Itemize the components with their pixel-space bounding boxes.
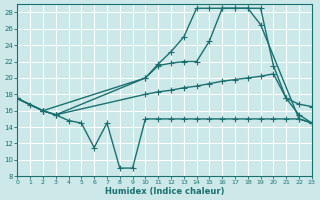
X-axis label: Humidex (Indice chaleur): Humidex (Indice chaleur) — [105, 187, 224, 196]
